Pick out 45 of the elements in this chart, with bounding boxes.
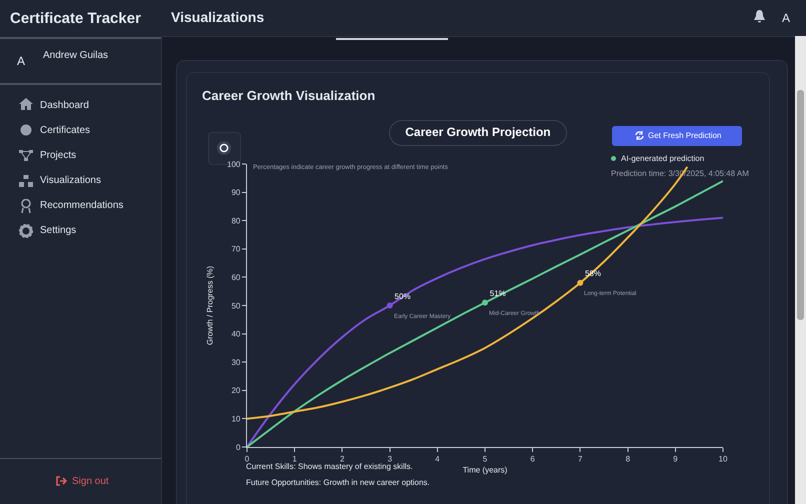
- y-tick-label: 50: [231, 301, 241, 310]
- text: Recommendations: [40, 200, 124, 211]
- x-axis-title: Time (years): [462, 466, 508, 475]
- text: AI-generated prediction: [621, 154, 704, 163]
- chart-title: Career Growth Projection: [405, 125, 551, 140]
- x-tick-label: 1: [292, 454, 298, 464]
- y-tick-label: 10: [231, 414, 241, 424]
- x-tick-label: 7: [578, 454, 583, 464]
- text: A: [17, 54, 26, 68]
- y-tick-label: 40: [231, 330, 241, 339]
- text: Visualizations: [40, 175, 101, 186]
- y-tick-label: 0: [236, 442, 241, 452]
- point: [482, 300, 488, 306]
- y-tick-label: 30: [231, 358, 241, 367]
- text: Andrew Guilas: [43, 50, 108, 61]
- text: Dashboard: [40, 100, 89, 111]
- y-tick-label: 80: [231, 216, 241, 226]
- point: [577, 280, 584, 286]
- x-tick-label: 6: [530, 454, 536, 464]
- text: Visualizations: [171, 9, 264, 25]
- y-axis-title: Growth / Progress (%): [206, 266, 215, 346]
- text: A: [782, 11, 790, 25]
- y-tick-label: 70: [231, 244, 241, 254]
- x-tick-label: 10: [718, 454, 728, 464]
- text: Projects: [40, 150, 76, 161]
- text: Future Opportunities: Growth in new career options.: [246, 478, 430, 487]
- y-tick-label: 100: [227, 160, 241, 169]
- text: Sign out: [72, 476, 109, 487]
- text: Current Skills: Shows mastery of existing skills.: [246, 462, 413, 471]
- text: Certificates: [40, 125, 90, 136]
- x-tick-label: 5: [482, 454, 488, 464]
- x-tick-label: 3: [388, 454, 393, 464]
- y-tick-label: 60: [231, 273, 241, 282]
- x-tick-label: 9: [673, 454, 678, 464]
- x-tick-label: 2: [340, 454, 345, 464]
- x-tick-label: 4: [435, 454, 440, 464]
- text: Get Fresh Prediction: [648, 131, 722, 140]
- text: Career Growth Visualization: [202, 88, 376, 103]
- text: Certificate Tracker: [10, 10, 141, 27]
- y-tick-label: 20: [231, 386, 241, 396]
- x-tick-label: 8: [626, 454, 631, 464]
- x-tick-label: 0: [244, 454, 250, 464]
- y-tick-label: 90: [231, 188, 241, 198]
- text: Settings: [40, 225, 76, 236]
- point: [386, 302, 393, 308]
